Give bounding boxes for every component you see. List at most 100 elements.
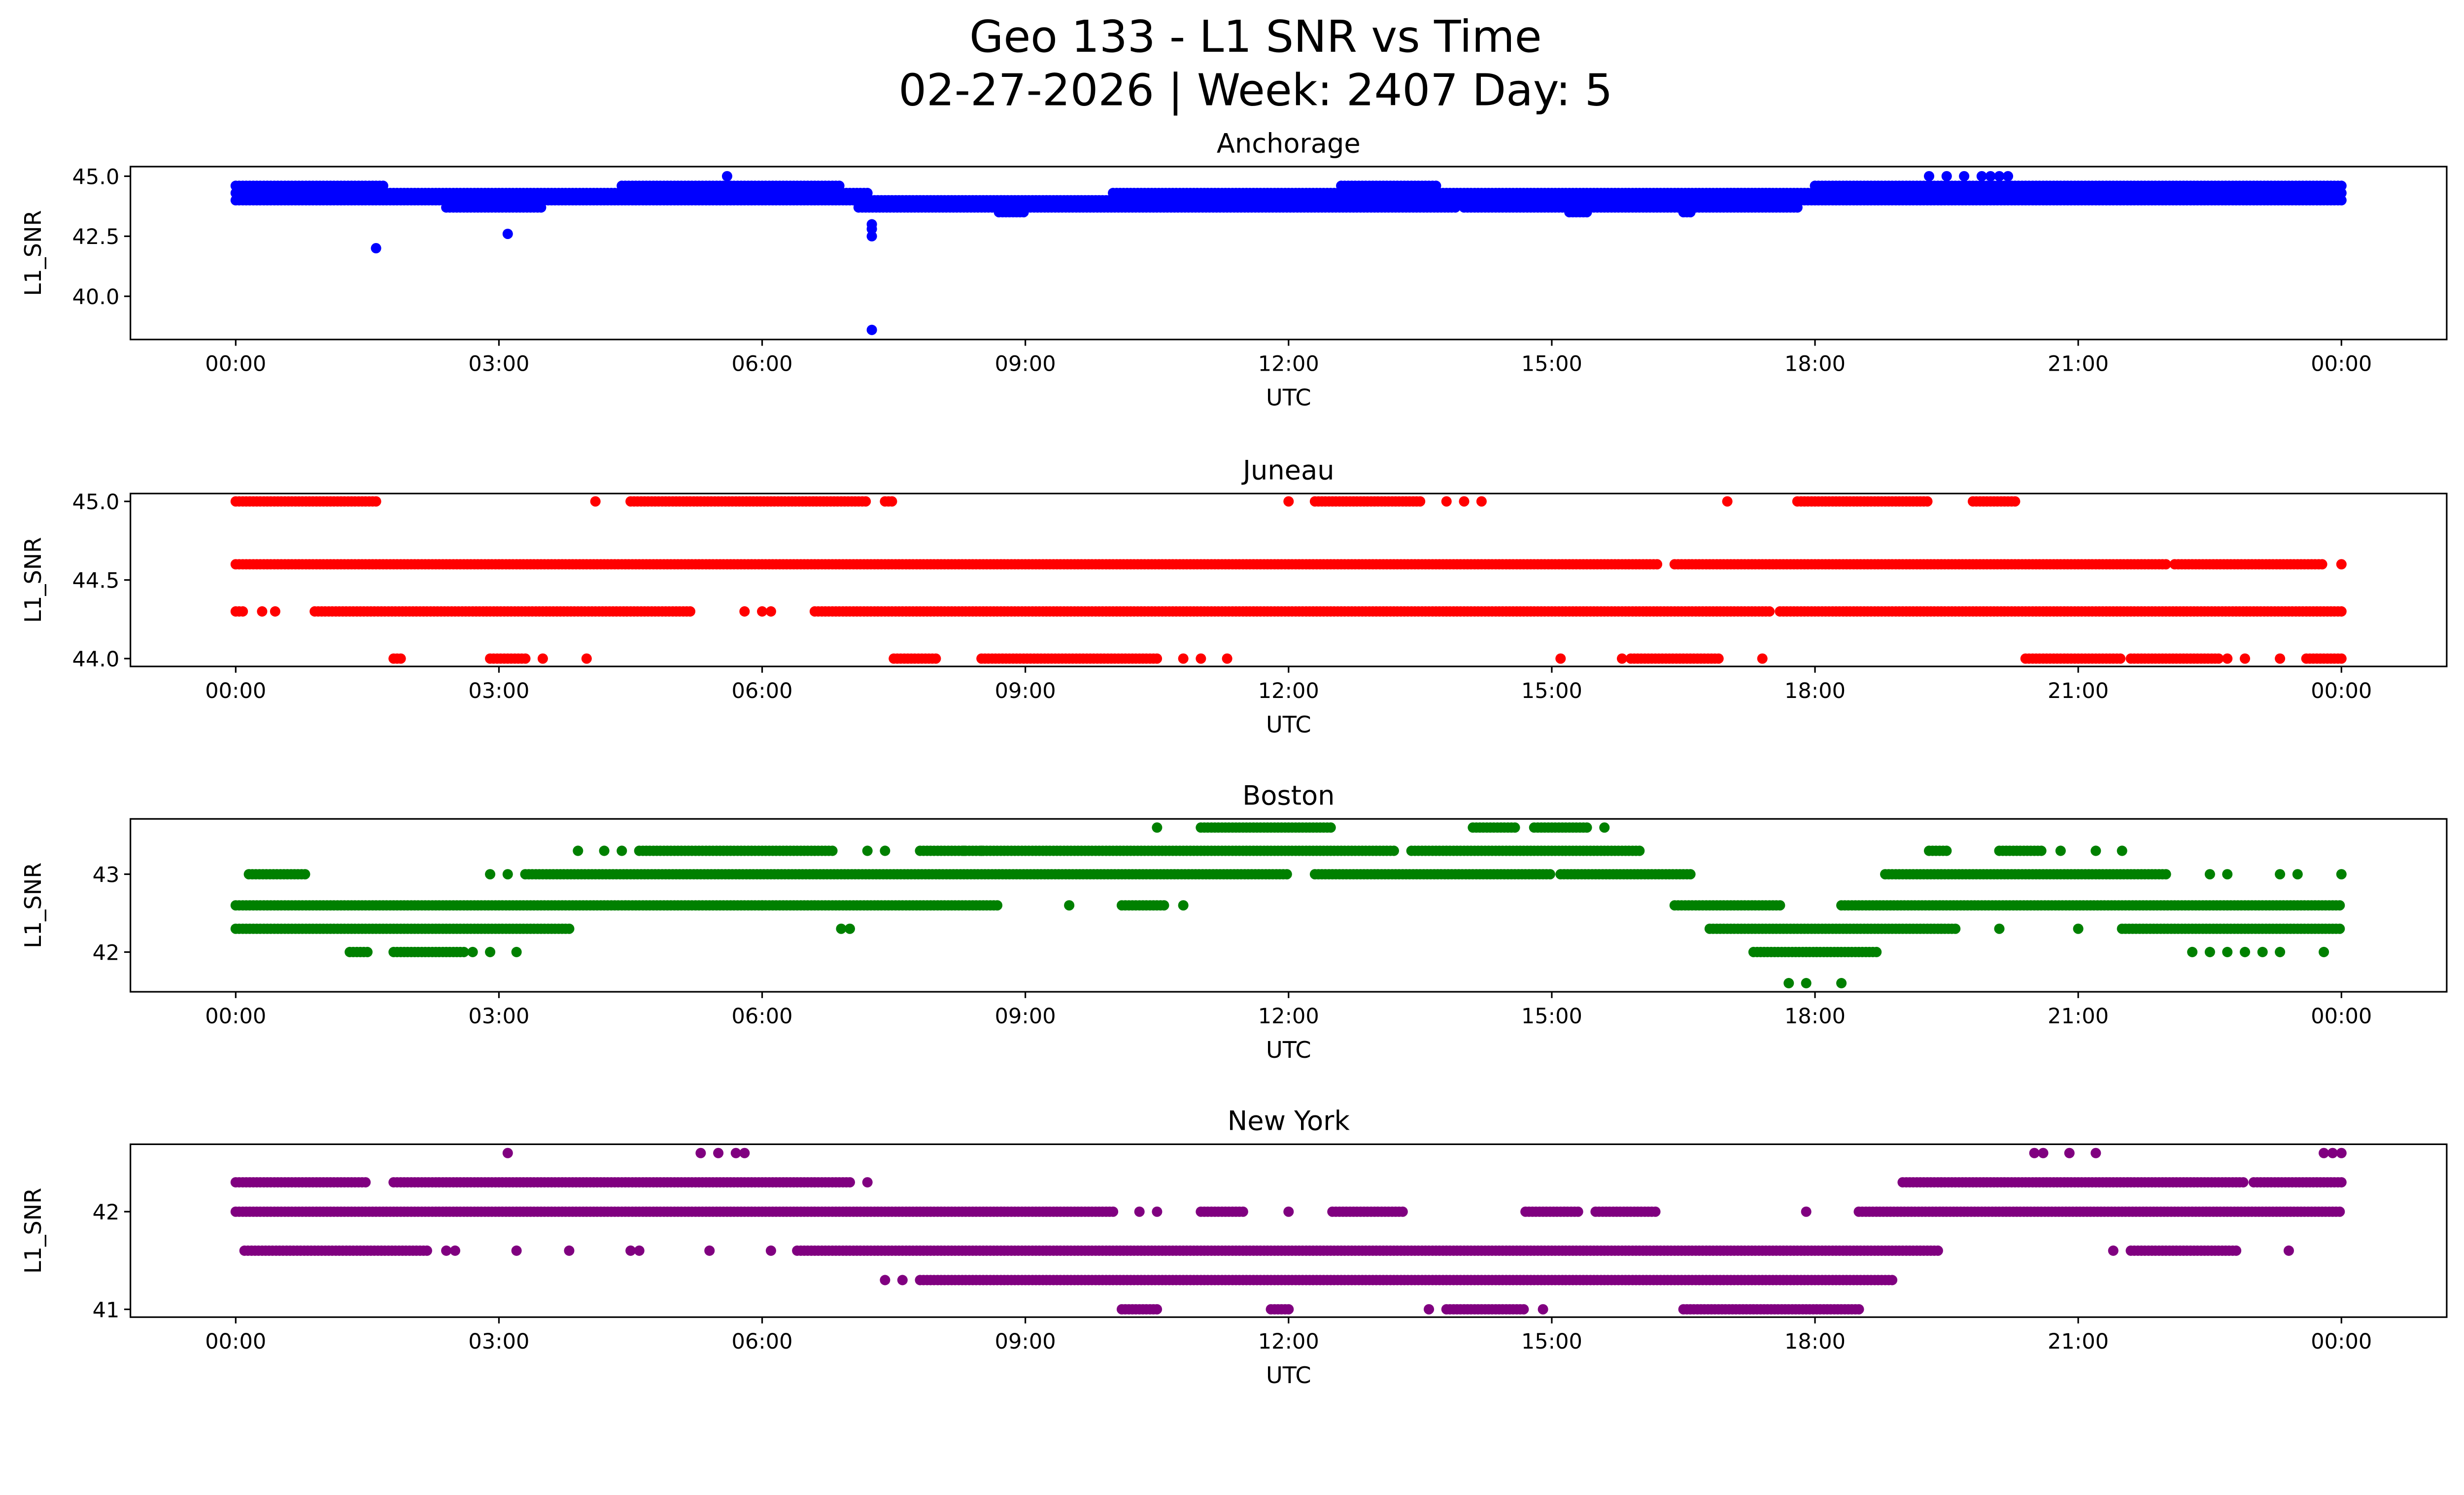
data-point: [866, 324, 877, 335]
data-point: [862, 845, 873, 856]
x-tick-label: 21:00: [2048, 1004, 2109, 1029]
subplot-title: Anchorage: [1217, 128, 1361, 159]
data-point: [992, 900, 1003, 911]
data-point: [467, 946, 478, 957]
y-tick-label: 43: [93, 863, 120, 887]
data-point: [757, 900, 768, 911]
data-point: [1685, 207, 1696, 218]
y-axis-label: L1_SNR: [20, 210, 46, 296]
data-point: [1792, 202, 1803, 213]
subplot-title: Boston: [1242, 780, 1335, 811]
scatter-points: [230, 822, 2347, 989]
data-point: [2275, 946, 2286, 957]
data-point: [1152, 822, 1163, 833]
data-point: [1581, 207, 1592, 218]
data-point: [1325, 822, 1336, 833]
data-point: [616, 845, 627, 856]
data-point: [1652, 559, 1663, 570]
data-point: [1634, 845, 1645, 856]
x-tick-label: 18:00: [1784, 1004, 1846, 1029]
data-point: [2336, 606, 2347, 617]
x-tick-label: 06:00: [732, 679, 793, 703]
x-tick-label: 12:00: [1258, 679, 1319, 703]
data-point: [2090, 845, 2101, 856]
data-point: [502, 228, 513, 240]
x-axis-label: UTC: [1266, 711, 1311, 738]
data-point: [1783, 978, 1794, 989]
data-point: [2115, 653, 2126, 664]
data-point: [2213, 653, 2224, 664]
data-point: [1159, 900, 1169, 911]
data-point: [2204, 946, 2215, 957]
data-point: [1599, 822, 1610, 833]
data-point: [1757, 653, 1768, 664]
x-tick-label: 15:00: [1521, 679, 1582, 703]
data-point: [2257, 946, 2268, 957]
data-point: [1476, 496, 1487, 507]
x-tick-label: 00:00: [205, 679, 266, 703]
data-point: [1950, 923, 1961, 934]
x-axis-label: UTC: [1266, 1037, 1311, 1063]
data-point: [1459, 496, 1470, 507]
x-tick-label: 18:00: [1784, 679, 1846, 703]
data-point: [827, 845, 838, 856]
data-point: [537, 653, 548, 664]
data-point: [1941, 171, 1952, 181]
data-point: [1581, 822, 1592, 833]
x-tick-label: 00:00: [205, 1004, 266, 1029]
data-point: [2010, 496, 2020, 507]
data-point: [238, 606, 248, 617]
subplot-juneau: 00:00 03:00 06:00 09:00 12:00 15:00 18:00 21:00…: [20, 455, 2448, 738]
scatter-points: [230, 496, 2347, 664]
y-tick-label: 42.5: [72, 225, 120, 249]
subplots: 00:00 03:00 06:00 09:00 12:00 15:00 18:00 21:00…: [20, 128, 2448, 1389]
figure-title-line1: Geo 133 - L1 SNR vs Time: [969, 11, 1541, 63]
data-point: [2334, 923, 2345, 934]
data-point: [860, 496, 871, 507]
data-point: [1775, 900, 1785, 911]
data-point: [1388, 845, 1399, 856]
data-point: [866, 231, 877, 242]
scatter-points: [230, 171, 2347, 335]
data-point: [395, 653, 406, 664]
data-point: [2222, 653, 2233, 664]
x-tick-label: 09:00: [995, 1004, 1056, 1029]
y-tick-label: 42: [93, 940, 120, 965]
x-tick-label: 00:00: [2311, 352, 2372, 377]
x-tick-label: 00:00: [2311, 1004, 2372, 1029]
data-point: [520, 653, 531, 664]
data-point: [2317, 559, 2327, 570]
data-point: [581, 653, 592, 664]
x-tick-label: 06:00: [732, 1004, 793, 1029]
data-point: [1018, 207, 1029, 218]
x-tick-label: 18:00: [1784, 352, 1846, 377]
data-point: [257, 606, 268, 617]
x-tick-label: 03:00: [468, 679, 529, 703]
data-point: [371, 496, 381, 507]
x-axis-label: UTC: [1266, 384, 1311, 411]
x-tick-label: 00:00: [2311, 679, 2372, 703]
data-point: [1713, 653, 1724, 664]
figure-title-line2: 02-27-2026 | Week: 2407 Day: 5: [898, 65, 1612, 116]
data-point: [1722, 496, 1733, 507]
data-point: [536, 202, 547, 213]
data-point: [599, 845, 610, 856]
data-point: [1994, 923, 2005, 934]
data-point: [958, 845, 969, 856]
data-point: [1222, 653, 1232, 664]
data-point: [976, 845, 987, 856]
data-point: [1801, 978, 1812, 989]
y-tick-label: 45.0: [72, 165, 120, 189]
data-point: [866, 224, 877, 235]
data-point: [1836, 978, 1847, 989]
x-tick-label: 03:00: [468, 352, 529, 377]
data-point: [2055, 845, 2066, 856]
x-tick-label: 03:00: [468, 1004, 529, 1029]
data-point: [1152, 653, 1163, 664]
data-point: [2334, 900, 2345, 911]
y-tick-label: 44.5: [72, 569, 120, 593]
data-point: [2187, 946, 2198, 957]
data-point: [1064, 900, 1075, 911]
data-point: [2292, 869, 2303, 880]
data-point: [2275, 869, 2286, 880]
